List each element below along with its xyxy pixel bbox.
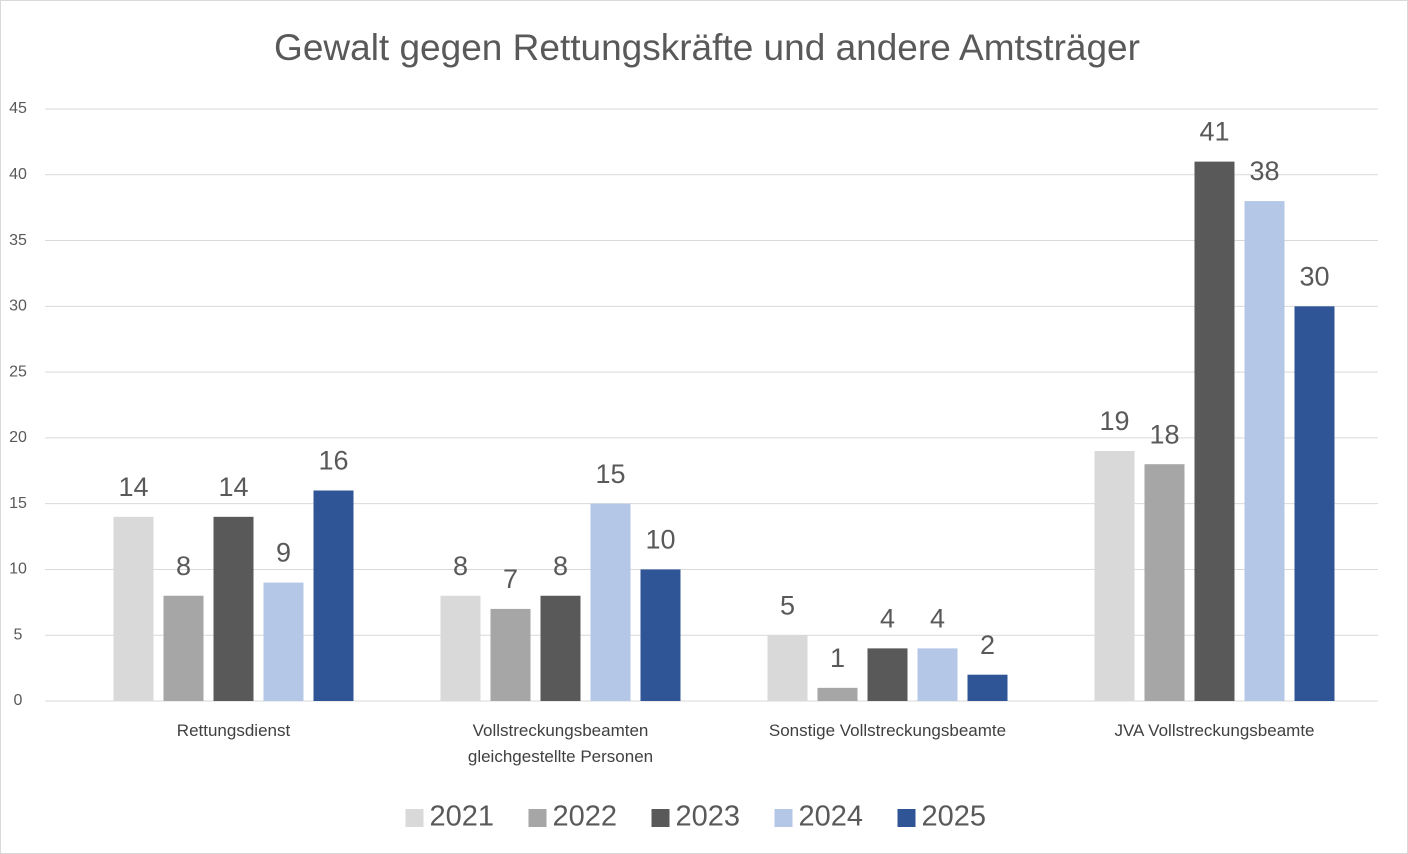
bar bbox=[540, 595, 581, 701]
bar bbox=[590, 503, 631, 701]
bar bbox=[640, 569, 681, 701]
data-label: 10 bbox=[645, 525, 675, 555]
y-tick-label: 0 bbox=[14, 692, 23, 709]
bar bbox=[1144, 464, 1185, 701]
bar bbox=[490, 608, 531, 701]
legend-swatch bbox=[774, 809, 793, 827]
x-tick-label: Rettungsdienst bbox=[176, 721, 291, 740]
bar bbox=[313, 490, 354, 701]
legend-label: 2023 bbox=[676, 801, 741, 833]
data-label: 18 bbox=[1149, 419, 1179, 449]
data-label: 15 bbox=[595, 459, 625, 489]
legend-label: 2024 bbox=[799, 801, 864, 833]
data-label: 14 bbox=[118, 472, 148, 502]
x-tick-label: JVA Vollstreckungsbeamte bbox=[1114, 721, 1315, 740]
data-label: 5 bbox=[780, 590, 795, 620]
bar bbox=[1094, 451, 1135, 701]
data-label: 7 bbox=[503, 564, 518, 594]
data-label: 38 bbox=[1249, 156, 1279, 186]
chart-title: Gewalt gegen Rettungskräfte und andere A… bbox=[274, 27, 1140, 68]
bar bbox=[213, 516, 254, 701]
y-tick-label: 15 bbox=[9, 495, 27, 512]
legend-swatch bbox=[528, 809, 547, 827]
data-label: 16 bbox=[318, 446, 348, 476]
y-tick-label: 30 bbox=[9, 298, 27, 315]
y-tick-label: 25 bbox=[9, 363, 27, 380]
y-tick-label: 20 bbox=[9, 429, 27, 446]
data-label: 14 bbox=[218, 472, 248, 502]
data-label: 8 bbox=[553, 551, 568, 581]
x-tick-label: Sonstige Vollstreckungsbeamte bbox=[768, 721, 1007, 740]
bar bbox=[113, 516, 154, 701]
data-label: 8 bbox=[453, 551, 468, 581]
data-label: 1 bbox=[830, 643, 845, 673]
y-tick-label: 10 bbox=[9, 561, 27, 578]
data-label: 4 bbox=[880, 604, 895, 634]
data-label: 41 bbox=[1199, 117, 1229, 147]
y-tick-label: 40 bbox=[9, 166, 27, 183]
bar bbox=[967, 674, 1008, 701]
x-tick-label: Vollstreckungsbeamten gleichgestellte Pe… bbox=[467, 721, 654, 766]
bar bbox=[163, 595, 204, 701]
y-tick-label: 35 bbox=[9, 232, 27, 249]
data-label: 30 bbox=[1299, 261, 1329, 291]
bar bbox=[1194, 161, 1235, 702]
bar bbox=[263, 582, 304, 701]
bar bbox=[1294, 306, 1335, 701]
legend-label: 2022 bbox=[553, 801, 618, 833]
legend-label: 2021 bbox=[430, 801, 495, 833]
data-label: 19 bbox=[1099, 406, 1129, 436]
data-label: 4 bbox=[930, 604, 945, 634]
bar bbox=[867, 648, 908, 701]
bar bbox=[917, 648, 958, 701]
legend-swatch bbox=[405, 809, 424, 827]
data-label: 9 bbox=[276, 538, 291, 568]
legend-swatch bbox=[897, 809, 916, 827]
y-tick-label: 5 bbox=[14, 626, 23, 643]
bar bbox=[767, 635, 808, 701]
legend-label: 2025 bbox=[922, 801, 987, 833]
data-label: 8 bbox=[176, 551, 191, 581]
y-tick-label: 45 bbox=[9, 100, 27, 117]
bar bbox=[440, 595, 481, 701]
legend-swatch bbox=[651, 809, 670, 827]
bar bbox=[1244, 201, 1285, 702]
bar bbox=[817, 687, 858, 701]
data-label: 2 bbox=[980, 630, 995, 660]
